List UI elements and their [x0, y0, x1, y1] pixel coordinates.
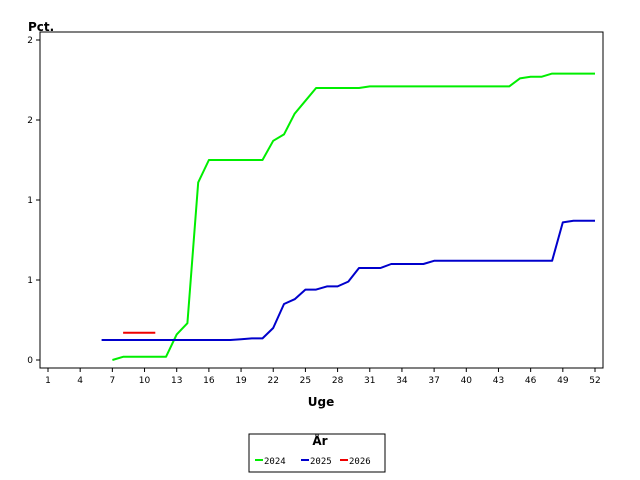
plot-frame	[39, 31, 604, 369]
x-tick-label: 22	[268, 376, 279, 386]
legend-label-2025: 2025	[310, 457, 332, 467]
y-axis-title: Pct.	[28, 20, 54, 34]
x-tick-label: 46	[525, 376, 537, 386]
x-tick-label: 25	[300, 376, 311, 386]
x-tick-label: 4	[77, 376, 83, 386]
x-tick-label: 52	[589, 376, 600, 386]
x-tick-label: 49	[557, 376, 569, 386]
y-axis: 0 1 1 2 2	[27, 36, 40, 366]
y-tick-label: 2	[27, 116, 33, 126]
x-tick-label: 40	[461, 376, 473, 386]
x-tick-label: 13	[171, 376, 182, 386]
x-tick-label: 1	[45, 376, 51, 386]
x-axis-title: Uge	[308, 395, 334, 409]
y-tick-label: 2	[27, 36, 33, 46]
x-tick-label: 10	[139, 376, 151, 386]
x-tick-label: 16	[203, 376, 215, 386]
x-tick-label: 31	[364, 376, 375, 386]
x-tick-label: 34	[396, 376, 408, 386]
series-line-2024	[112, 72, 595, 361]
legend-box	[248, 433, 386, 473]
x-tick-label: 7	[109, 376, 115, 386]
series-lines	[101, 72, 595, 361]
series-line-2025	[101, 219, 595, 341]
legend-label-2026: 2026	[349, 457, 371, 467]
legend-label-2024: 2024	[264, 457, 286, 467]
y-tick-label: 0	[27, 356, 33, 366]
x-tick-label: 43	[493, 376, 504, 386]
y-tick-label: 1	[27, 276, 33, 286]
plot-area-border	[39, 31, 604, 369]
x-tick-label: 37	[428, 376, 439, 386]
x-axis: 1 4 7 10 13 16 19 22 25 28 31 34 37 40 43 46 49 52	[45, 368, 601, 386]
x-tick-label: 19	[235, 376, 247, 386]
legend: År 2024 2025 2026	[248, 433, 386, 473]
x-tick-label: 28	[332, 376, 344, 386]
y-tick-label: 1	[27, 196, 33, 206]
legend-title: År	[312, 433, 327, 448]
